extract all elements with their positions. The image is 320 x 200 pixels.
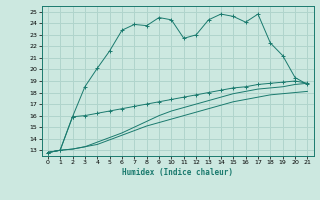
X-axis label: Humidex (Indice chaleur): Humidex (Indice chaleur) [122, 168, 233, 177]
